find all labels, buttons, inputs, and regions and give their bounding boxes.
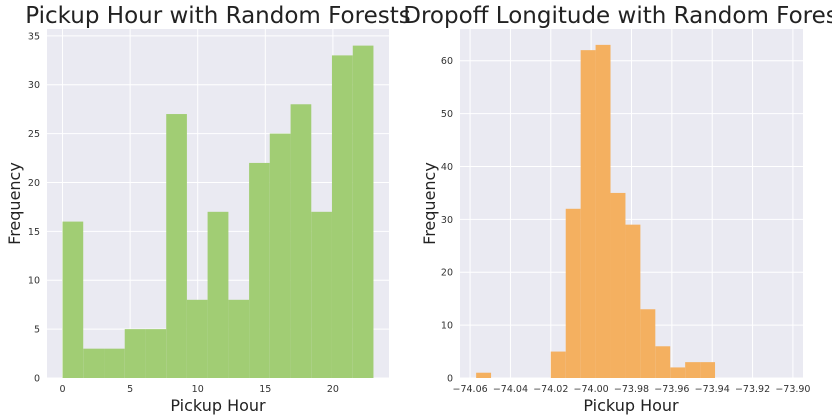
y-tick-label: 15 bbox=[28, 227, 40, 238]
x-tick-label: −74.04 bbox=[493, 384, 528, 395]
y-tick-label: 30 bbox=[441, 215, 453, 226]
histogram-bar bbox=[655, 346, 671, 378]
histogram-bar bbox=[580, 50, 596, 378]
y-axis-label: Frequency bbox=[420, 162, 439, 245]
histogram-bar bbox=[228, 299, 250, 378]
x-tick-label: −74.00 bbox=[574, 384, 609, 395]
histogram-bar bbox=[625, 224, 641, 378]
y-tick-labels: 0 5 10 15 20 25 30 35 bbox=[28, 31, 40, 384]
y-tick-label: 0 bbox=[447, 374, 453, 385]
y-tick-label: 40 bbox=[441, 162, 453, 173]
x-tick-label: 15 bbox=[259, 384, 271, 395]
histogram-bar bbox=[565, 208, 581, 378]
histogram-bar bbox=[685, 362, 701, 378]
y-tick-label: 20 bbox=[28, 178, 40, 189]
y-tick-label: 20 bbox=[441, 268, 453, 279]
x-tick-label: 10 bbox=[192, 384, 204, 395]
histogram-bar bbox=[640, 309, 656, 378]
histogram-bar bbox=[249, 162, 270, 378]
y-tick-label: 30 bbox=[28, 80, 40, 91]
y-tick-label: 10 bbox=[28, 276, 40, 287]
histogram-bar bbox=[166, 114, 187, 379]
histogram-bar bbox=[352, 45, 374, 378]
histogram-bar bbox=[145, 329, 167, 378]
y-tick-label: 0 bbox=[34, 374, 40, 385]
x-axis-label: Pickup Hour bbox=[170, 396, 266, 415]
x-axis-label: Pickup Hour bbox=[583, 396, 679, 415]
x-tick-label: 20 bbox=[327, 384, 339, 395]
x-tick-label: −73.98 bbox=[614, 384, 649, 395]
histogram-bar bbox=[269, 133, 291, 378]
x-tick-label: −74.06 bbox=[453, 384, 488, 395]
histogram-bar bbox=[104, 348, 125, 378]
histogram-bar bbox=[595, 44, 611, 378]
y-tick-label: 25 bbox=[28, 129, 40, 140]
x-tick-label: 5 bbox=[127, 384, 133, 395]
histogram-bar bbox=[331, 55, 353, 378]
histogram-bar bbox=[290, 104, 312, 379]
histogram-bar bbox=[83, 348, 105, 378]
chart-title: Pickup Hour with Random Forests bbox=[25, 3, 410, 29]
x-tick-label: −73.90 bbox=[775, 384, 810, 395]
histogram-bar bbox=[670, 367, 686, 378]
y-tick-label: 35 bbox=[28, 31, 40, 42]
y-tick-labels: 0 10 20 30 40 50 60 bbox=[441, 56, 453, 384]
histogram-bar bbox=[207, 211, 229, 378]
histogram-bar bbox=[700, 362, 716, 378]
x-tick-label: 0 bbox=[60, 384, 66, 395]
histogram-bar bbox=[311, 211, 332, 378]
histogram-bar bbox=[476, 372, 492, 378]
histogram-bar bbox=[610, 192, 626, 378]
x-tick-label: −74.02 bbox=[533, 384, 568, 395]
histogram-bar bbox=[124, 329, 146, 378]
y-tick-label: 50 bbox=[441, 109, 453, 120]
histogram-bar bbox=[62, 221, 84, 378]
histogram-bar bbox=[186, 299, 208, 378]
histogram-bars bbox=[62, 45, 374, 379]
y-axis-label: Frequency bbox=[5, 162, 24, 245]
y-tick-label: 60 bbox=[441, 56, 453, 67]
histogram-bar bbox=[550, 351, 566, 378]
x-tick-labels: 0 5 10 15 20 bbox=[60, 384, 339, 395]
x-tick-label: −73.96 bbox=[654, 384, 689, 395]
x-tick-labels: −74.06 −74.04 −74.02 −74.00 −73.98 −73.96 −73.… bbox=[453, 384, 811, 395]
chart-title: Dropoff Longitude with Random Forests bbox=[403, 3, 832, 29]
dropoff-longitude-histogram: −74.06 −74.04 −74.02 −74.00 −73.98 −73.96 −73.… bbox=[403, 3, 832, 415]
pickup-hour-histogram: 0 5 10 15 20 0 5 10 15 20 25 30 35 Pickup Hour with… bbox=[5, 3, 411, 415]
x-tick-label: −73.92 bbox=[735, 384, 770, 395]
y-tick-label: 5 bbox=[34, 325, 40, 336]
y-tick-label: 10 bbox=[441, 321, 453, 332]
histogram-bars bbox=[476, 44, 716, 378]
x-tick-label: −73.94 bbox=[695, 384, 730, 395]
